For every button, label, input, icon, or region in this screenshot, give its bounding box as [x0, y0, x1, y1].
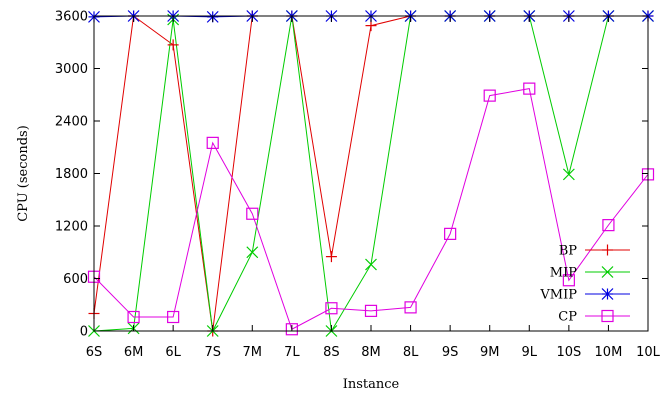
point-mip [365, 258, 377, 271]
legend-marker-cp [601, 309, 614, 323]
point-cp [285, 323, 298, 336]
y-tick-label: 1800 [55, 167, 88, 182]
x-tick-label: 6M [124, 345, 144, 360]
x-tick-label: 8S [323, 345, 340, 360]
point-cp [127, 310, 140, 324]
plot-frame [93, 15, 649, 332]
point-cp [562, 274, 575, 287]
series-line-mip [93, 15, 648, 333]
y-axis-title: CPU (seconds) [16, 125, 31, 222]
point-cp [444, 227, 457, 240]
point-cp [364, 304, 378, 317]
point-cp [523, 82, 536, 95]
x-tick-label: 8L [403, 345, 419, 360]
x-tick-label: 6L [165, 345, 181, 360]
point-cp [325, 302, 338, 315]
y-tick-label: 2400 [55, 115, 88, 130]
series-line-cp [93, 88, 649, 330]
y-tick-label: 0 [80, 325, 88, 340]
y-tick-label: 3600 [55, 10, 88, 25]
point-cp [602, 219, 615, 232]
x-tick-label: 10S [556, 345, 581, 360]
legend-label-vmip: VMIP [539, 288, 577, 303]
point-cp [206, 136, 219, 149]
legend-label-mip: MIP [550, 266, 577, 281]
series-line-bp [93, 15, 648, 332]
point-cp [246, 207, 259, 220]
x-tick-label: 10M [595, 345, 623, 360]
point-bp [167, 39, 179, 51]
x-axis-title: Instance [343, 377, 400, 392]
legend-label-cp: CP [558, 310, 577, 325]
point-cp [404, 301, 417, 314]
legend-marker-bp [602, 244, 613, 256]
legend: BP MIP VMIP CP [539, 244, 630, 325]
axes: 0 600 1200 1800 2400 3000 3600 6S 6M 6L 7S 7M 7L 8S 8M… [55, 10, 661, 361]
y-tick-label: 1200 [55, 220, 88, 235]
x-tick-label: 8M [361, 345, 381, 360]
x-tick-label: 6S [86, 345, 103, 360]
x-tick-label: 9L [522, 345, 538, 360]
point-cp [483, 89, 496, 102]
point-mip [562, 168, 575, 181]
point-bp [325, 251, 337, 263]
legend-marker-vmip [601, 288, 614, 300]
x-tick-label: 9M [480, 345, 500, 360]
x-tick-label: 9S [442, 345, 459, 360]
x-tick-label: 10L [636, 345, 661, 360]
y-tick-label: 3000 [55, 62, 88, 77]
x-tick-label: 7S [204, 345, 221, 360]
point-cp [167, 310, 180, 324]
x-tick-label: 7L [284, 345, 300, 360]
x-tick-label: 7M [243, 345, 263, 360]
series-lines [93, 15, 649, 333]
legend-marker-mip [601, 266, 614, 278]
point-mip [246, 246, 259, 259]
legend-label-bp: BP [559, 244, 578, 259]
y-tick-label: 600 [63, 272, 88, 287]
